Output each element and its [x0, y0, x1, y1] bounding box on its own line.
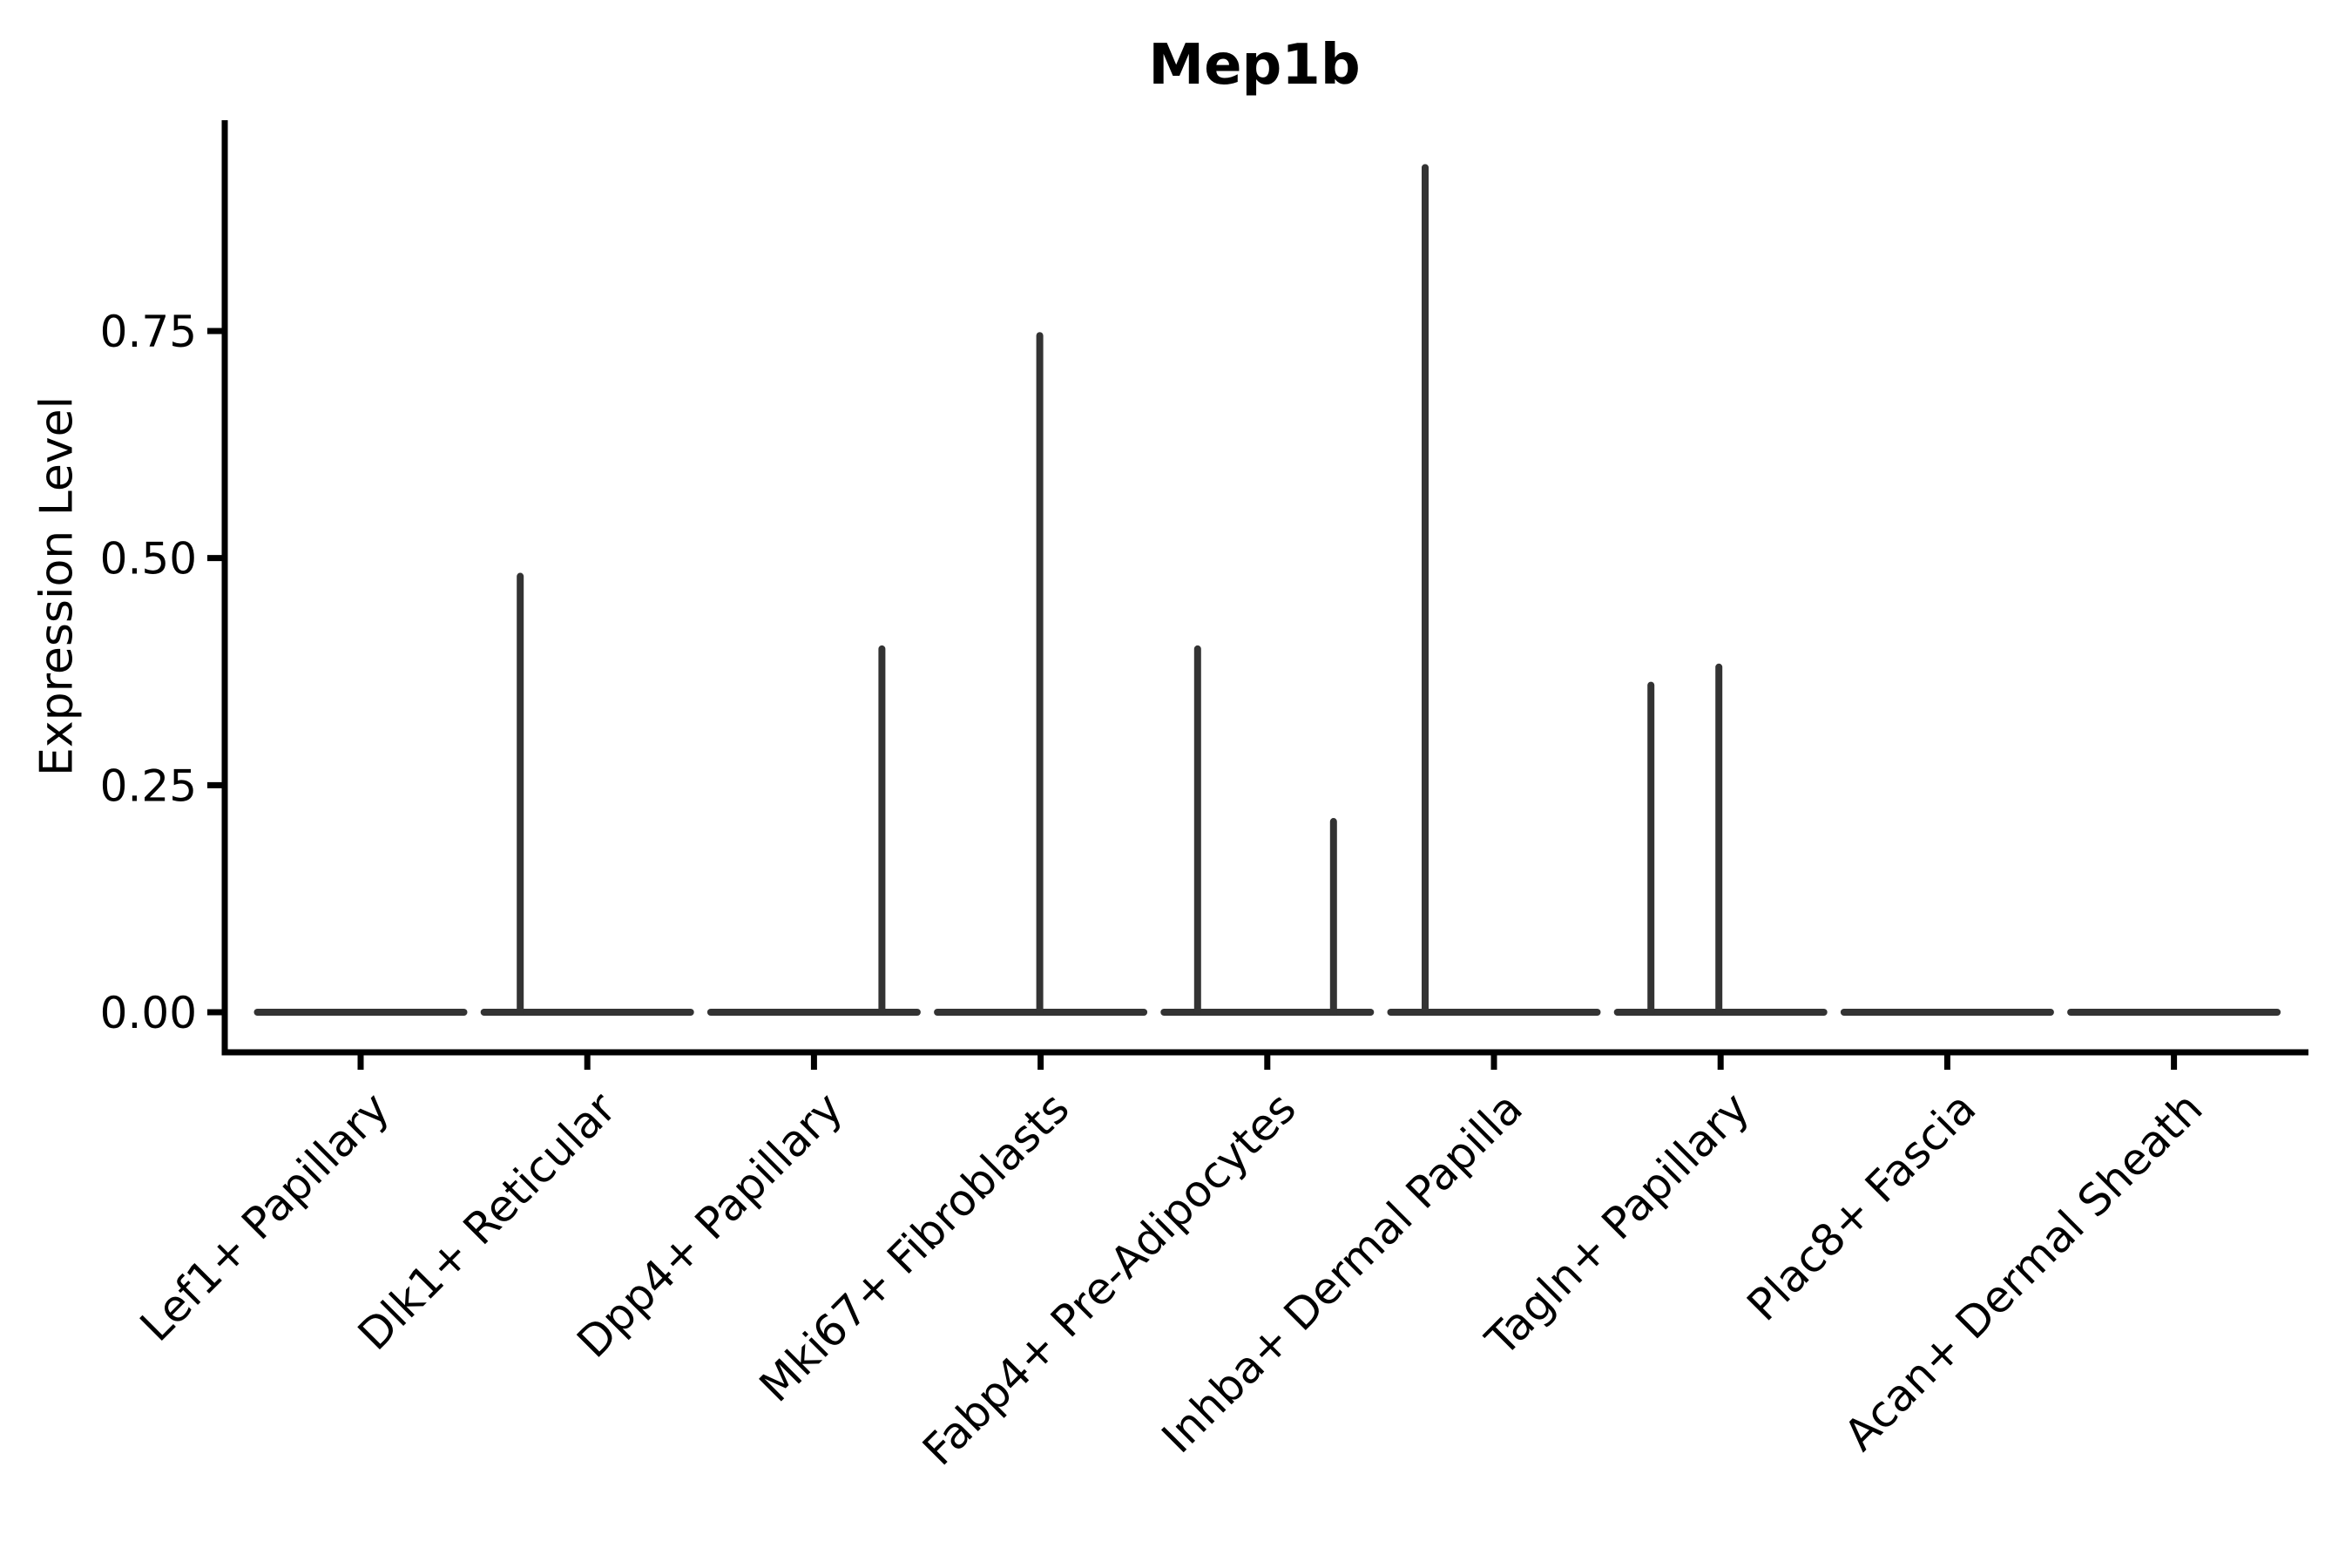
x-tick-label: Plac8+ Fascia: [1738, 1083, 1986, 1331]
x-tick-label: Lef1+ Papillary: [131, 1083, 399, 1351]
x-tick-label: Inhba+ Dermal Papilla: [1152, 1083, 1532, 1463]
y-axis-label: Expression Level: [31, 396, 84, 776]
y-tick-label: 0.75: [100, 307, 197, 357]
axes: [221, 120, 2308, 1056]
violins-group: [253, 164, 2281, 1016]
x-tick-label: Acan+ Dermal Sheath: [1835, 1083, 2213, 1461]
x-tick-label: Fabp4+ Pre-Adipocytes: [913, 1083, 1306, 1476]
chart-title: Mep1b: [1148, 33, 1360, 98]
y-tick-label: 0.25: [100, 760, 197, 811]
y-tick-label: 0.50: [100, 534, 197, 585]
y-tick-label: 0.00: [100, 988, 197, 1038]
y-tick-group: 0.00 0.25 0.50 0.75: [100, 307, 225, 1038]
